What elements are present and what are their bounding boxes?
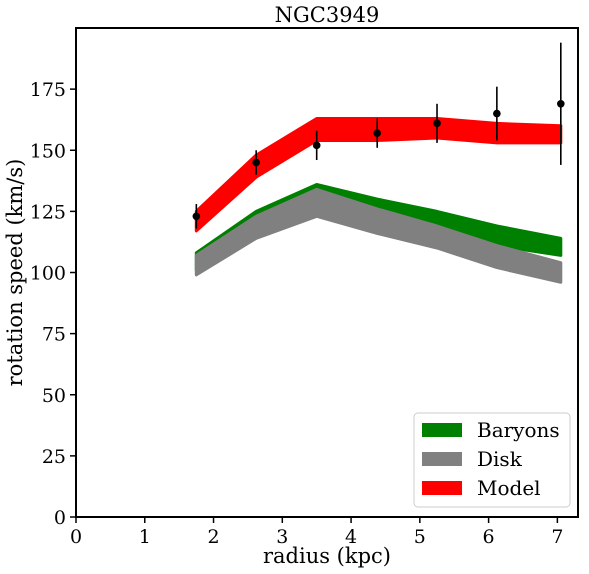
data-point	[433, 119, 441, 128]
legend-label-baryons: Baryons	[477, 418, 560, 442]
legend-label-disk: Disk	[477, 447, 523, 471]
data-point	[192, 212, 201, 221]
legend-label-model: Model	[477, 476, 541, 500]
legend-swatch-disk	[422, 452, 462, 466]
y-tick-label: 75	[42, 324, 66, 346]
band-layer	[194, 117, 563, 284]
x-axis: 0 1 2 3 4 5 6 7	[70, 517, 563, 548]
y-axis: 0 25 50 75 100 125 150 175	[30, 79, 76, 529]
x-tick-label: 0	[70, 526, 82, 548]
x-tick-label: 5	[414, 526, 426, 548]
y-tick-label: 125	[30, 201, 66, 223]
data-point	[557, 99, 565, 108]
y-axis-label: rotation speed (km/s)	[3, 159, 27, 387]
x-axis-label: radius (kpc)	[263, 544, 391, 568]
legend: Baryons Disk Model	[413, 412, 571, 508]
y-tick-label: 175	[30, 79, 66, 101]
x-tick-label: 3	[276, 526, 288, 548]
x-tick-label: 2	[207, 526, 219, 548]
chart-title: NGC3949	[275, 3, 380, 27]
data-point	[493, 109, 501, 118]
x-tick-label: 7	[551, 526, 563, 548]
y-tick-label: 0	[54, 507, 66, 529]
data-point	[312, 141, 321, 150]
data-point	[373, 129, 382, 137]
band-disk	[194, 187, 563, 284]
x-tick-label: 4	[345, 526, 357, 548]
y-tick-label: 150	[30, 140, 66, 162]
legend-swatch-model	[422, 481, 462, 495]
x-tick-label: 1	[139, 526, 151, 548]
x-tick-label: 6	[483, 526, 495, 548]
y-tick-label: 100	[30, 263, 66, 285]
observed-points-layer	[192, 42, 565, 229]
legend-swatch-baryons	[422, 423, 462, 437]
y-tick-label: 50	[42, 385, 66, 407]
y-tick-label: 25	[42, 446, 66, 468]
data-point	[252, 158, 260, 167]
